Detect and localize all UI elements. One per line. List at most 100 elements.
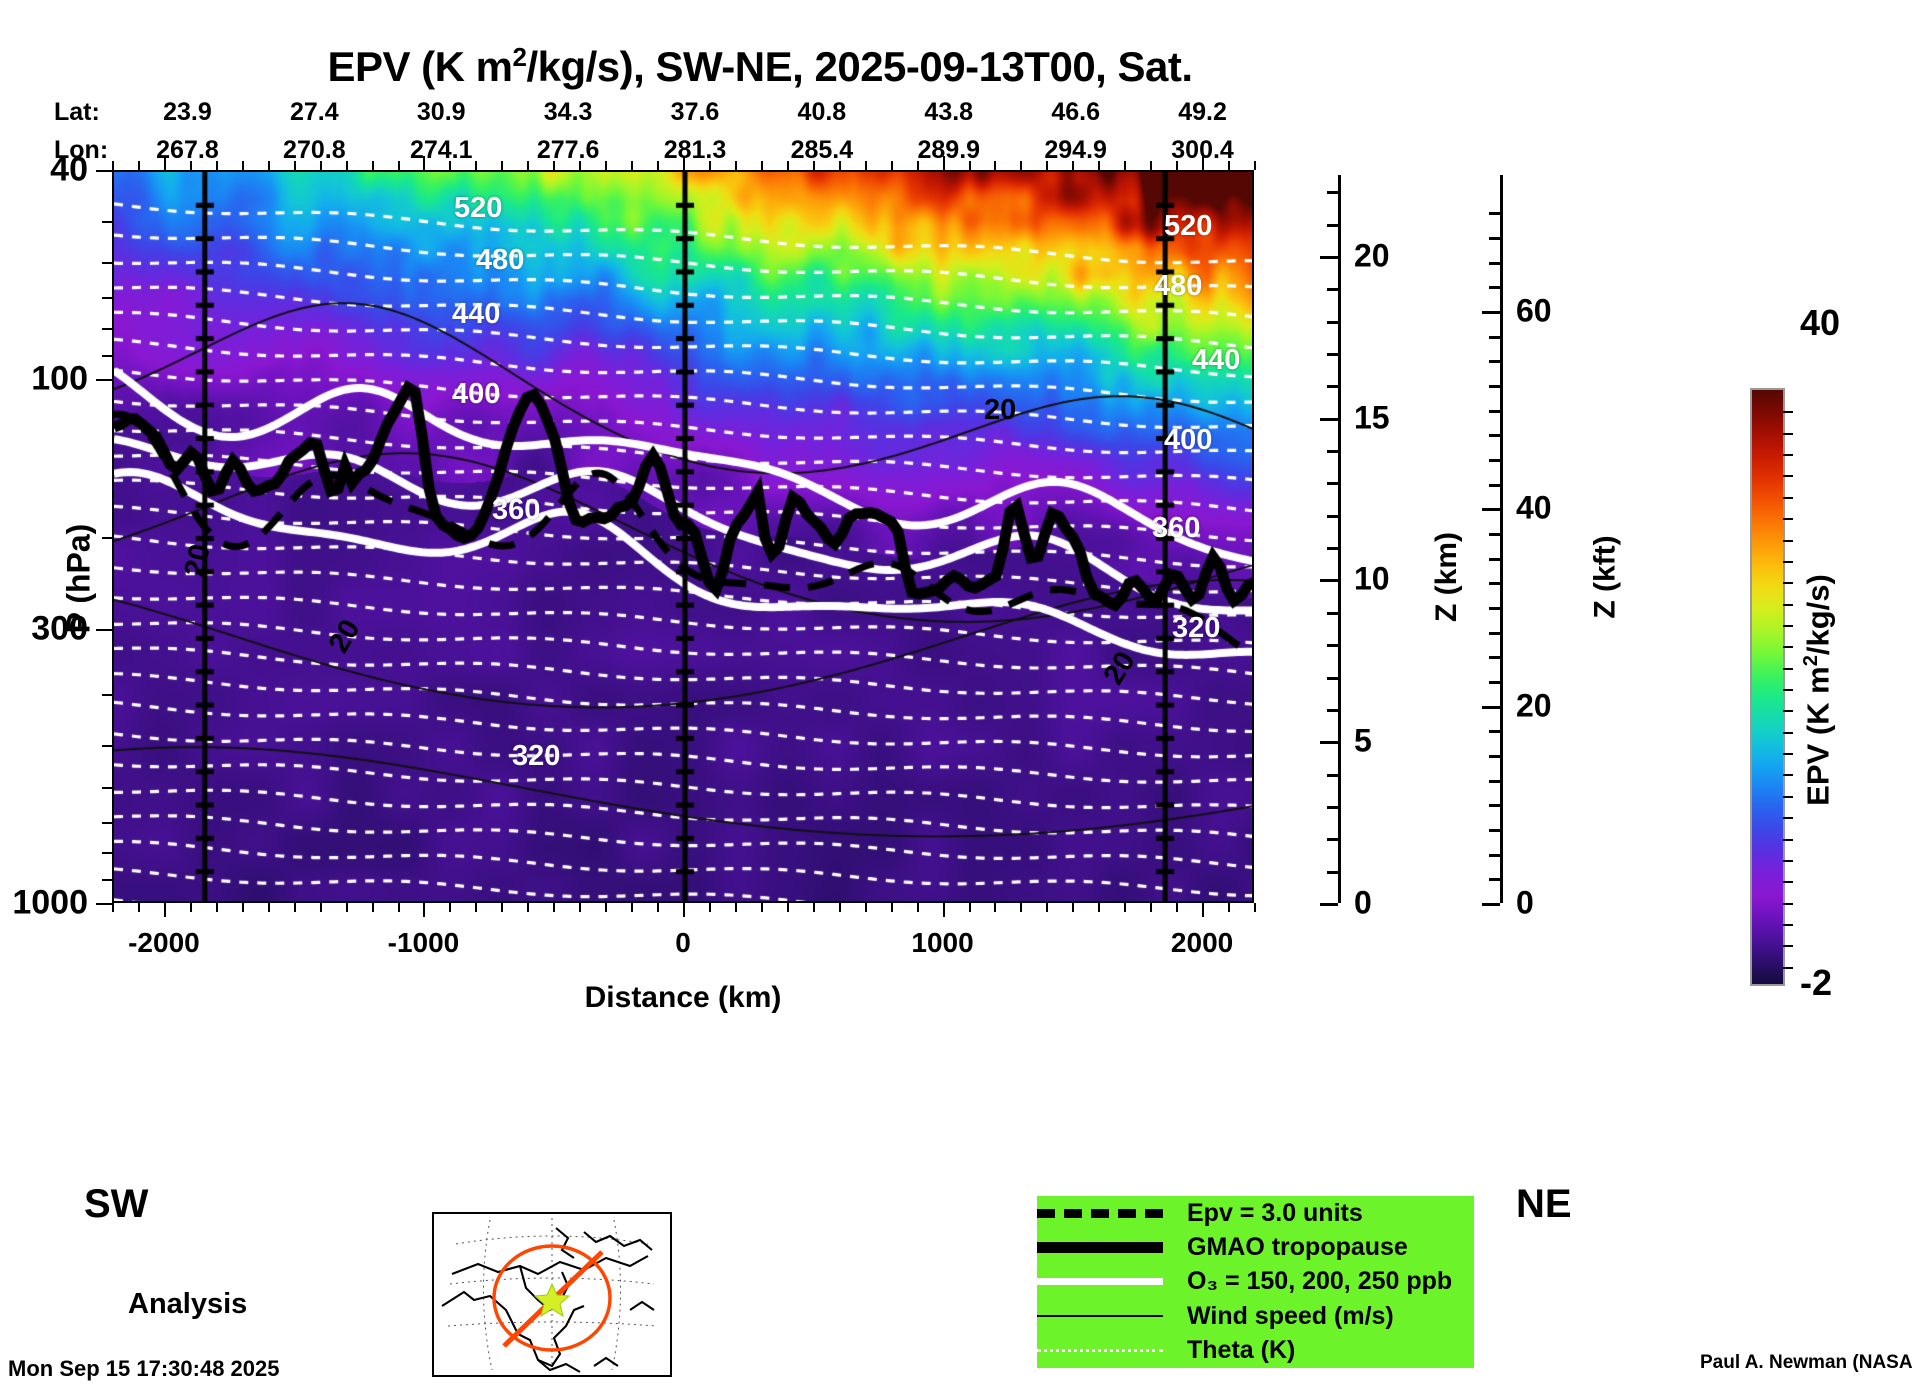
- center-star-marker: [533, 1282, 571, 1318]
- contour-canvas: [114, 172, 1252, 901]
- x-tick-bottom: [1098, 903, 1101, 912]
- legend-row-2: O₃ = 150, 200, 250 ppb: [1037, 1265, 1474, 1299]
- x-tick-top: [112, 161, 114, 170]
- z-km-tick: [1327, 708, 1338, 712]
- z-km-tick: [1327, 191, 1338, 195]
- legend-table: Epv = 3.0 units GMAO tropopause O₃ = 150, …: [1037, 1196, 1474, 1368]
- lat-value-4: 37.6: [670, 98, 720, 126]
- y-axis-zkft-label: Z (kft): [1588, 535, 1622, 619]
- lon-value-7: 294.9: [1044, 136, 1107, 164]
- x-tick-bottom: [942, 903, 945, 917]
- x-tick-top: [683, 156, 685, 170]
- z-kft-label-40: 40: [1516, 489, 1552, 526]
- theta-label-right-480: 480: [1154, 270, 1203, 302]
- x-tick-top: [812, 161, 815, 170]
- z-kft-tick: [1489, 385, 1500, 389]
- x-axis-label: Distance (km): [584, 981, 782, 1014]
- colorbar-tick: [1783, 603, 1793, 606]
- y-tick-left: [96, 170, 112, 172]
- wind-speed-label-2: 20: [984, 394, 1017, 426]
- x-tick-top: [397, 161, 400, 170]
- legend-label-2: O₃ = 150, 200, 250 ppb: [1187, 1267, 1453, 1296]
- y-tick-label-300: 300: [31, 609, 88, 648]
- lon-value-6: 289.9: [917, 136, 981, 164]
- z-kft-tick: [1482, 311, 1500, 315]
- title-suffix: /kg/s), SW-NE, 2025-09-13T00, Sat.: [526, 43, 1193, 90]
- x-tick-bottom: [1046, 903, 1049, 912]
- x-tick-bottom: [708, 903, 711, 912]
- z-kft-tick: [1489, 829, 1500, 833]
- y-tick-left: [102, 262, 112, 265]
- z-kft-label-60: 60: [1516, 292, 1552, 329]
- z-kft-tick: [1489, 533, 1500, 537]
- z-kft-tick: [1489, 631, 1500, 635]
- inset-map-svg: [441, 1218, 657, 1373]
- z-kft-tick: [1489, 261, 1500, 265]
- legend-box: Epv = 3.0 units GMAO tropopause O₃ = 150, …: [1037, 1196, 1474, 1368]
- x-tick-top: [968, 161, 971, 170]
- y-tick-left: [102, 536, 112, 539]
- x-tick-bottom: [1124, 903, 1127, 912]
- z-km-tick: [1327, 320, 1338, 324]
- y-axis-left-label: P (hPa): [60, 523, 97, 634]
- x-tick-top: [942, 156, 945, 170]
- lat-value-2: 30.9: [416, 98, 466, 126]
- colorbar-tick: [1783, 753, 1793, 756]
- x-tick-top: [293, 161, 296, 170]
- inset-location-map[interactable]: [432, 1212, 672, 1377]
- lat-value-8: 49.2: [1178, 98, 1227, 126]
- y-tick-left: [96, 903, 112, 905]
- colorbar: [1750, 388, 1793, 986]
- x-tick-top: [708, 161, 711, 170]
- legend-label-4: Theta (K): [1187, 1336, 1296, 1365]
- legend-swatch-thin-black: [1037, 1299, 1187, 1333]
- lon-value-0: 267.8: [156, 136, 219, 164]
- colorbar-tick: [1783, 689, 1793, 691]
- x-tick-top: [163, 156, 166, 170]
- colorbar-tick: [1783, 795, 1793, 798]
- lon-value-5: 285.4: [790, 136, 854, 164]
- x-tick-top: [786, 161, 789, 170]
- z-km-tick: [1320, 417, 1338, 421]
- z-km-tick: [1327, 773, 1338, 777]
- x-tick-top: [631, 161, 634, 170]
- x-tick-top: [838, 161, 841, 170]
- x-tick-label--2000: -2000: [128, 927, 200, 958]
- lon-value-1: 270.8: [283, 136, 346, 164]
- z-kft-tick: [1489, 853, 1500, 857]
- y-tick-left: [102, 821, 112, 824]
- cross-section-plot[interactable]: 520 480 440 400 360 320 520 480 440 400 360 320 20 20…: [112, 170, 1254, 903]
- lon-value-2: 274.1: [409, 136, 473, 164]
- x-tick-top: [1150, 161, 1153, 170]
- legend-swatch-white-dotted: [1037, 1334, 1187, 1368]
- z-km-tick: [1327, 805, 1338, 809]
- y-tick-left: [102, 220, 112, 223]
- colorbar-tick: [1783, 560, 1793, 563]
- z-km-tick: [1327, 870, 1338, 874]
- z-kft-tick: [1489, 878, 1500, 882]
- x-tick-top: [1072, 161, 1075, 170]
- z-km-tick: [1327, 676, 1338, 680]
- z-kft-label-0: 0: [1516, 884, 1534, 921]
- x-tick-label--1000: -1000: [387, 927, 460, 958]
- z-km-tick: [1327, 288, 1338, 292]
- z-km-tick: [1327, 385, 1338, 389]
- y-tick-left: [102, 786, 112, 789]
- x-tick-bottom: [553, 903, 556, 912]
- z-km-label-5: 5: [1354, 722, 1372, 759]
- x-tick-bottom: [397, 903, 400, 912]
- lat-value-1: 27.4: [289, 98, 339, 126]
- colorbar-axis-label: EPV (K m2/kg/s): [1800, 574, 1836, 806]
- z-km-axis-line: [1338, 175, 1341, 903]
- colorbar-gradient: [1752, 390, 1783, 984]
- z-km-tick: [1327, 223, 1338, 227]
- z-kft-tick: [1489, 681, 1500, 685]
- x-tick-top: [1098, 161, 1101, 170]
- x-tick-top: [475, 161, 478, 170]
- z-km-tick: [1327, 611, 1338, 615]
- x-tick-bottom: [475, 903, 478, 912]
- theta-label-left-400: 400: [452, 378, 501, 410]
- x-tick-top: [760, 161, 763, 170]
- legend-swatch-white-solid: [1037, 1265, 1187, 1299]
- wind-speed-label-0: 20: [178, 541, 217, 580]
